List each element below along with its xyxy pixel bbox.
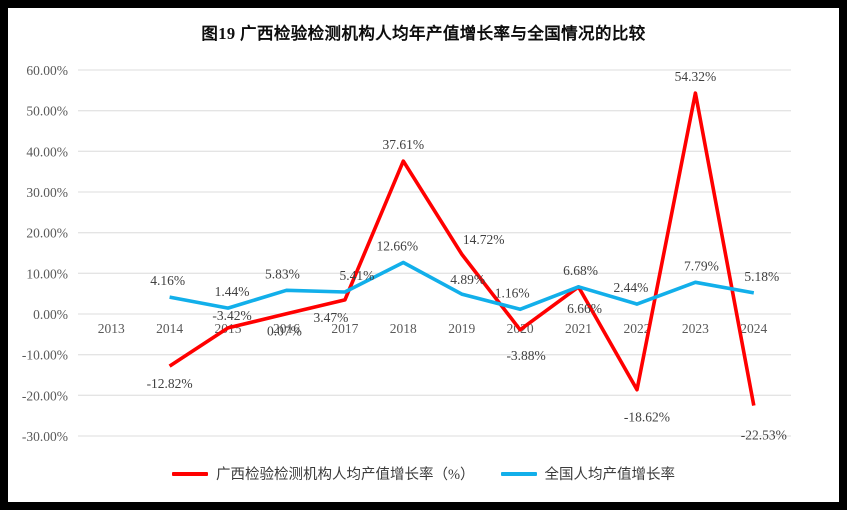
data-label-s0-2023: 54.32%	[675, 69, 717, 84]
y-axis-tick-4: 20.00%	[26, 226, 68, 241]
y-axis-tick-8: -20.00%	[22, 388, 68, 403]
data-label-s1-2017: 5.41%	[339, 268, 374, 283]
x-axis-tick-2022: 2022	[623, 321, 650, 336]
plot-area: 60.00% 50.00% 40.00% 30.00% 20.00% 10.00% 0.00…	[8, 8, 839, 502]
legend-swatch-guangxi	[171, 471, 208, 476]
y-axis-tick-1: 50.00%	[26, 104, 68, 119]
data-label-s1-2015: 1.44%	[215, 284, 250, 299]
data-label-s0-2024: -22.53%	[741, 428, 787, 443]
x-axis-tick-2017: 2017	[331, 321, 358, 336]
data-label-s0-2014: -12.82%	[147, 376, 193, 391]
data-label-s0-2022: -18.62%	[624, 410, 670, 425]
y-axis-tick-7: -10.00%	[22, 348, 68, 363]
x-axis-tick-labels: 2013 2014 2015 2016 2017 2018 2019 2020 2021 2022…	[98, 321, 768, 336]
data-label-s0-2016: 0.07%	[267, 324, 302, 339]
chart-title: 图19 广西检验检测机构人均年产值增长率与全国情况的比较	[201, 24, 646, 43]
y-axis-tick-6: 0.00%	[33, 307, 68, 322]
data-label-s0-2015: -3.42%	[212, 308, 251, 323]
data-label-s0-2020: -3.88%	[506, 348, 545, 363]
y-axis-tick-5: 10.00%	[26, 266, 68, 281]
data-label-s1-2021: 6.68%	[563, 263, 598, 278]
data-label-s1-2020: 1.16%	[495, 285, 530, 300]
data-point-labels: -12.82% -3.42% 0.07% 3.47% 37.61% 14.72% -3.88…	[147, 69, 787, 443]
y-axis-tick-0: 60.00%	[26, 63, 68, 78]
series-lines	[168, 91, 756, 406]
x-axis-tick-2021: 2021	[565, 321, 592, 336]
chart-svg: 60.00% 50.00% 40.00% 30.00% 20.00% 10.00% 0.00…	[22, 63, 791, 444]
data-label-s1-2023: 7.79%	[684, 258, 719, 273]
y-axis-tick-3: 30.00%	[26, 185, 68, 200]
data-label-s1-2018: 12.66%	[376, 239, 418, 254]
data-label-s0-2021: 6.66%	[567, 301, 602, 316]
chart-legend: 广西检验检测机构人均产值增长率（%） 全国人均产值增长率	[8, 463, 839, 484]
data-label-s1-2014: 4.16%	[150, 273, 185, 288]
gridlines	[78, 69, 791, 437]
legend-label-guangxi: 广西检验检测机构人均产值增长率（%）	[215, 467, 475, 483]
data-label-s0-2017: 3.47%	[313, 310, 348, 325]
x-axis-tick-2018: 2018	[390, 321, 417, 336]
data-label-s0-2019: 14.72%	[463, 232, 505, 247]
data-label-s1-2016: 5.83%	[265, 266, 300, 281]
series-line-1[interactable]	[169, 260, 755, 312]
legend-item-guangxi[interactable]: 广西检验检测机构人均产值增长率（%）	[171, 463, 475, 484]
chart-frame: 图19 广西检验检测机构人均年产值增长率与全国情况的比较 60.00% 50.00…	[8, 8, 839, 502]
data-label-s0-2018: 37.61%	[382, 137, 424, 152]
data-label-s1-2022: 2.44%	[614, 280, 649, 295]
x-axis-tick-2023: 2023	[682, 321, 709, 336]
data-label-s1-2024: 5.18%	[744, 269, 779, 284]
x-axis-tick-2014: 2014	[156, 321, 183, 336]
x-axis-tick-2024: 2024	[740, 321, 767, 336]
x-axis-tick-2019: 2019	[448, 321, 475, 336]
legend-label-national: 全国人均产值增长率	[544, 467, 676, 483]
legend-item-national[interactable]: 全国人均产值增长率	[500, 463, 676, 484]
legend-swatch-national	[500, 471, 537, 476]
x-axis-tick-2016: 2016	[273, 321, 300, 336]
x-axis-tick-2013: 2013	[98, 321, 125, 336]
y-axis-tick-9: -30.00%	[22, 429, 68, 444]
y-axis-tick-labels: 60.00% 50.00% 40.00% 30.00% 20.00% 10.00% 0.00…	[22, 63, 68, 444]
data-label-s1-2019: 4.89%	[450, 272, 485, 287]
y-axis-tick-2: 40.00%	[26, 144, 68, 159]
series-line-0[interactable]	[168, 91, 756, 406]
